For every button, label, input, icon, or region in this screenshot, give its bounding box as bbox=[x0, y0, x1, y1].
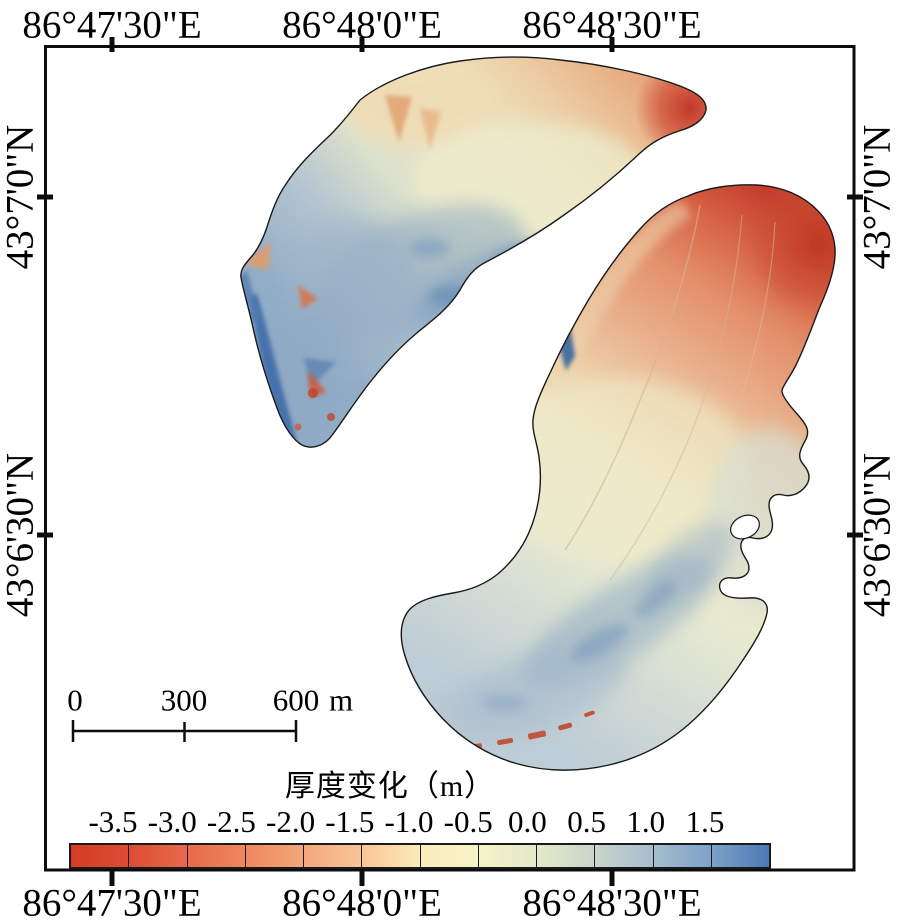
colorbar-tick-label: 0.5 bbox=[567, 804, 606, 839]
colorbar-tick-label: -2.0 bbox=[266, 804, 316, 839]
bottom-axis-label-3: 86°48'30"E bbox=[522, 881, 702, 922]
colorbar-cell-8 bbox=[536, 845, 595, 867]
scale-bar-label-600: 600 bbox=[272, 682, 320, 718]
graticule-ticks bbox=[37, 37, 863, 886]
colorbar-cell-10 bbox=[652, 845, 711, 867]
scale-bar bbox=[71, 720, 298, 742]
top-axis-label-2: 86°48'0"E bbox=[282, 3, 442, 47]
colorbar-cell-11 bbox=[710, 845, 769, 867]
east-glacier-outline bbox=[400, 184, 836, 771]
colorbar-tick-label: -0.5 bbox=[443, 804, 493, 839]
right-axis-label-2: 43°6'30"N bbox=[855, 452, 897, 618]
colorbar-cell-4 bbox=[303, 845, 362, 867]
colorbar-cell-0 bbox=[71, 845, 129, 867]
colorbar-tick-label: -3.5 bbox=[88, 804, 138, 839]
colorbar-tick-label: 1.5 bbox=[685, 804, 725, 839]
bottom-axis-label-1: 86°47'30"E bbox=[22, 881, 202, 922]
colorbar-tick-label: -1.5 bbox=[325, 804, 375, 839]
bottom-axis-label-2: 86°48'0"E bbox=[282, 881, 442, 922]
colorbar-tick-label: -1.0 bbox=[384, 804, 434, 839]
right-axis-label-1: 43°7'0"N bbox=[855, 124, 897, 270]
colorbar-tick-labels: -3.5 -3.0 -2.5 -2.0 -1.5 -1.0 -0.5 0.0 0.5 1.0 1.5 bbox=[0, 806, 897, 840]
colorbar-tick-label: 0.0 bbox=[508, 804, 547, 839]
colorbar-cell-7 bbox=[477, 845, 536, 867]
colorbar-cell-5 bbox=[361, 845, 420, 867]
colorbar-title: 厚度变化（m） bbox=[284, 770, 496, 803]
top-axis-label-3: 86°48'30"E bbox=[522, 3, 702, 47]
colorbar-cell-6 bbox=[419, 845, 478, 867]
colorbar-cell-3 bbox=[244, 845, 303, 867]
left-axis-label-1: 43°7'0"N bbox=[0, 124, 42, 270]
scale-bar-label-0: 0 bbox=[67, 682, 83, 718]
west-glacier-outline bbox=[240, 56, 707, 448]
colorbar-tick-label: -2.5 bbox=[206, 804, 256, 839]
map-frame bbox=[44, 45, 856, 872]
scale-bar-label-300: 300 bbox=[160, 682, 208, 718]
left-axis-label-2: 43°6'30"N bbox=[0, 452, 42, 618]
east-glacier-hole bbox=[730, 514, 760, 540]
colorbar-cell-2 bbox=[186, 845, 245, 867]
colorbar-tick-label: -3.0 bbox=[147, 804, 197, 839]
colorbar-cell-9 bbox=[594, 845, 653, 867]
top-axis-label-1: 86°47'30"E bbox=[22, 3, 202, 47]
colorbar bbox=[69, 843, 771, 869]
colorbar-tick-label: 1.0 bbox=[626, 804, 666, 839]
scale-bar-unit: m bbox=[328, 682, 354, 718]
colorbar-cell-1 bbox=[128, 845, 187, 867]
